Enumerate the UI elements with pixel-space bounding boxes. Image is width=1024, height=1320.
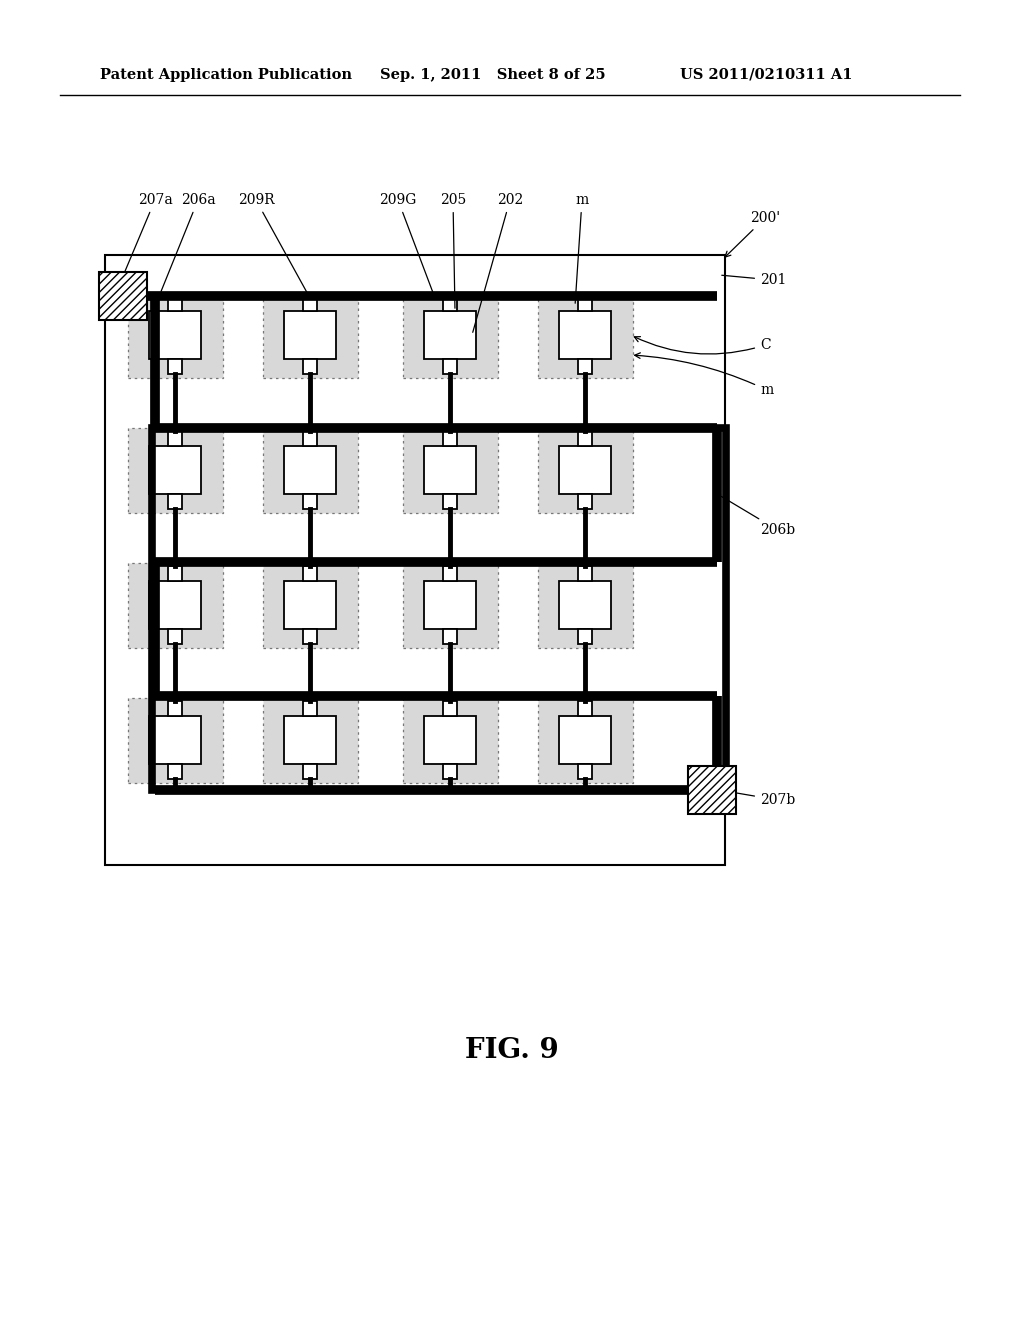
Bar xyxy=(578,566,592,581)
Bar xyxy=(578,432,592,446)
Text: 200': 200' xyxy=(725,211,780,257)
Bar xyxy=(443,630,457,644)
Bar xyxy=(402,697,498,783)
Bar xyxy=(538,697,633,783)
Bar xyxy=(443,494,457,510)
Bar xyxy=(128,562,222,648)
Bar xyxy=(688,766,736,814)
Text: 201: 201 xyxy=(722,273,786,286)
Bar xyxy=(168,701,182,715)
Bar xyxy=(303,701,317,715)
Text: Patent Application Publication: Patent Application Publication xyxy=(100,69,352,82)
Text: 205: 205 xyxy=(440,193,466,309)
Bar xyxy=(538,428,633,512)
Text: C: C xyxy=(634,337,771,354)
Bar xyxy=(424,446,476,494)
Bar xyxy=(284,446,336,494)
Text: US 2011/0210311 A1: US 2011/0210311 A1 xyxy=(680,69,853,82)
Bar xyxy=(152,428,725,789)
Bar xyxy=(262,428,357,512)
Bar xyxy=(284,581,336,630)
Bar xyxy=(284,715,336,764)
Text: 207b: 207b xyxy=(722,791,796,807)
Bar xyxy=(262,562,357,648)
Bar xyxy=(168,494,182,510)
Bar xyxy=(303,764,317,779)
Text: 206a: 206a xyxy=(161,193,215,292)
Bar xyxy=(538,562,633,648)
Bar xyxy=(424,715,476,764)
Bar xyxy=(303,630,317,644)
Bar xyxy=(443,359,457,374)
Bar xyxy=(262,697,357,783)
Bar xyxy=(150,581,201,630)
Bar xyxy=(303,432,317,446)
Bar xyxy=(443,764,457,779)
Bar xyxy=(168,630,182,644)
Bar xyxy=(443,432,457,446)
Bar xyxy=(538,293,633,378)
Bar xyxy=(150,715,201,764)
Bar xyxy=(303,494,317,510)
Bar xyxy=(578,764,592,779)
Text: 209G: 209G xyxy=(379,193,434,296)
Bar xyxy=(128,293,222,378)
Bar xyxy=(559,312,611,359)
Bar xyxy=(303,566,317,581)
Text: 206b: 206b xyxy=(721,496,795,537)
Bar xyxy=(559,715,611,764)
Text: Sep. 1, 2011   Sheet 8 of 25: Sep. 1, 2011 Sheet 8 of 25 xyxy=(380,69,605,82)
Bar xyxy=(402,428,498,512)
Bar xyxy=(128,428,222,512)
Bar xyxy=(424,581,476,630)
Bar xyxy=(303,296,317,312)
Bar xyxy=(578,701,592,715)
Bar xyxy=(578,630,592,644)
Text: m: m xyxy=(635,352,773,397)
Bar xyxy=(443,566,457,581)
Bar xyxy=(262,293,357,378)
Bar xyxy=(578,296,592,312)
Bar xyxy=(150,312,201,359)
Text: m: m xyxy=(575,193,589,304)
Bar xyxy=(168,296,182,312)
Text: FIG. 9: FIG. 9 xyxy=(465,1036,559,1064)
Text: 209R: 209R xyxy=(238,193,308,296)
Bar xyxy=(578,494,592,510)
Bar xyxy=(443,296,457,312)
Bar xyxy=(99,272,147,319)
Bar xyxy=(168,566,182,581)
Bar xyxy=(168,432,182,446)
Bar xyxy=(578,359,592,374)
Bar xyxy=(128,697,222,783)
Bar xyxy=(105,255,725,865)
Bar xyxy=(402,562,498,648)
Bar xyxy=(168,359,182,374)
Bar xyxy=(150,446,201,494)
Bar xyxy=(303,359,317,374)
Bar xyxy=(424,312,476,359)
Bar xyxy=(284,312,336,359)
Bar xyxy=(559,581,611,630)
Bar xyxy=(559,446,611,494)
Text: 207a: 207a xyxy=(124,193,172,273)
Text: 202: 202 xyxy=(473,193,523,333)
Bar xyxy=(168,764,182,779)
Bar xyxy=(402,293,498,378)
Bar xyxy=(443,701,457,715)
